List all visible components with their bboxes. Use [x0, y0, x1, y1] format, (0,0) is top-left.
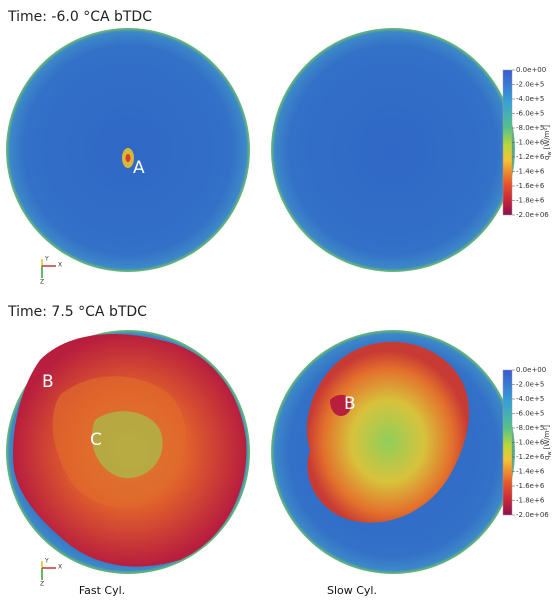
- colorbar-tick-label: 0.0e+00: [516, 66, 546, 74]
- colorbar: [503, 370, 512, 515]
- figure: Time: -6.0 °CA bTDC A Y X Z Time: 7.5 °CA …: [0, 0, 557, 601]
- time-label: Time: 7.5 °CA bTDC: [7, 304, 147, 320]
- unit: [W/m²]: [543, 425, 551, 450]
- colorbar-tick-label: 0.0e+00: [516, 366, 546, 374]
- column-label: Slow Cyl.: [327, 584, 377, 597]
- slow-cylinder-field: [271, 28, 515, 272]
- colorbar-title: qw[W/m²]: [543, 125, 553, 160]
- colorbar-tick-label: -8.0e+5: [516, 424, 544, 432]
- axes-triad: Y X Z: [40, 558, 62, 588]
- colorbar-tick-label: -1.8e+6: [516, 197, 545, 205]
- axis-label: X: [58, 564, 62, 571]
- colorbar-tick-label: -1.2e+6: [516, 153, 545, 161]
- colorbar-tick-label: -2.0e+5: [516, 81, 544, 89]
- axes-triad: Y X Z: [40, 256, 62, 286]
- colorbar-tick-label: -1.4e+6: [516, 168, 545, 176]
- colorbar-tick-label: -1.4e+6: [516, 468, 545, 476]
- annotation: B: [344, 394, 356, 414]
- subscript: w: [547, 151, 553, 155]
- annotation: B: [42, 372, 54, 392]
- time-label: Time: -6.0 °CA bTDC: [7, 9, 152, 25]
- colorbar-tick-label: -2.0e+06: [516, 511, 549, 519]
- colorbar-tick-label: -1.0e+6: [516, 439, 545, 447]
- colorbar-tick-label: -1.2e+6: [516, 453, 545, 461]
- colorbar-tick-label: -6.0e+5: [516, 110, 544, 118]
- colorbar: [503, 70, 512, 215]
- axis-label: Y: [44, 558, 49, 565]
- colorbar-tick-label: -6.0e+5: [516, 410, 544, 418]
- colorbar-tick-label: -2.0e+5: [516, 381, 544, 389]
- hot-spot-core: [126, 154, 131, 162]
- subscript: w: [547, 451, 553, 455]
- colorbar-tick-label: -8.0e+5: [516, 124, 544, 132]
- unit: [W/m²]: [543, 125, 551, 150]
- axis-label: Y: [44, 256, 49, 263]
- column-label: Fast Cyl.: [79, 584, 125, 597]
- axis-label: X: [58, 262, 62, 269]
- colorbar-tick-label: -1.6e+6: [516, 182, 545, 190]
- page: Time: -6.0 °CA bTDC A Y X Z Time: 7.5 °CA …: [0, 0, 557, 601]
- axis-label: Z: [40, 279, 44, 286]
- colorbar-tick-label: -1.8e+6: [516, 497, 545, 505]
- colorbar-tick-label: -1.0e+6: [516, 139, 545, 147]
- colorbar-tick-label: -4.0e+5: [516, 95, 544, 103]
- axis-label: Z: [40, 581, 44, 588]
- colorbar-tick-label: -2.0e+06: [516, 211, 549, 219]
- colorbar-title: qw[W/m²]: [543, 425, 553, 460]
- annotation: C: [90, 430, 102, 450]
- colorbar-tick-label: -1.6e+6: [516, 482, 545, 490]
- annotation: A: [133, 158, 145, 178]
- colorbar-tick-label: -4.0e+5: [516, 395, 544, 403]
